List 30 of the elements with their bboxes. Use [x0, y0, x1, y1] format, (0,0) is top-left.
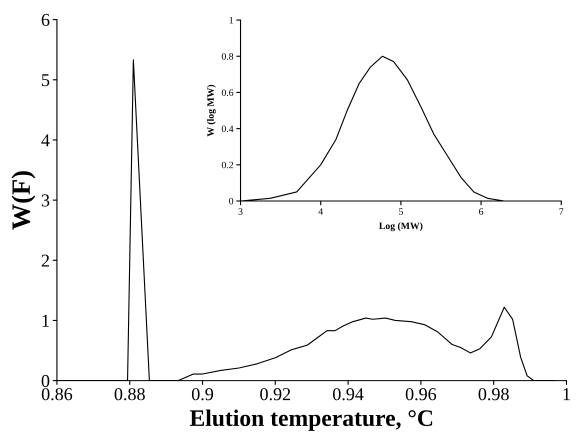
y-tick-label: 0	[42, 374, 50, 388]
x-tick-label: 3	[238, 208, 243, 215]
y-tick-label: 0	[229, 198, 234, 204]
y-tick-label: 4	[41, 134, 50, 146]
x-axis-title: Log (MW)	[379, 222, 422, 232]
y-axis-title: W (log MW)	[206, 84, 216, 136]
y-tick-label: 0.2	[222, 162, 234, 168]
y-tick-label: 5	[42, 74, 50, 86]
x-tick-label: 0.94	[332, 388, 364, 400]
x-axis-title: Elution temperature, °C	[190, 410, 432, 431]
y-tick-label: 1	[230, 17, 234, 24]
y-axis-title: W(F)	[11, 171, 36, 230]
x-tick-label: 0.96	[406, 388, 436, 400]
y-tick-label: 3	[42, 194, 50, 207]
y-tick-label: 0.6	[222, 89, 234, 96]
x-tick-label: 4	[318, 208, 323, 215]
x-tick-label: 5	[399, 208, 403, 215]
x-tick-label: 0.88	[114, 388, 145, 400]
y-tick-label: 6	[42, 14, 50, 26]
x-tick-label: 0.98	[478, 388, 509, 400]
y-tick-label: 0.4	[222, 126, 234, 132]
x-tick-label: 7	[559, 208, 564, 215]
x-tick-label: 0.9	[192, 388, 214, 400]
x-tick-label: 0.92	[260, 388, 290, 400]
x-tick-label: 6	[479, 208, 484, 215]
y-tick-label: 0.8	[222, 53, 234, 60]
x-tick-label: 1	[564, 388, 570, 400]
y-tick-label: 2	[42, 254, 49, 267]
x-tick-label: 0.86	[42, 388, 72, 400]
y-tick-label: 1	[42, 314, 49, 327]
